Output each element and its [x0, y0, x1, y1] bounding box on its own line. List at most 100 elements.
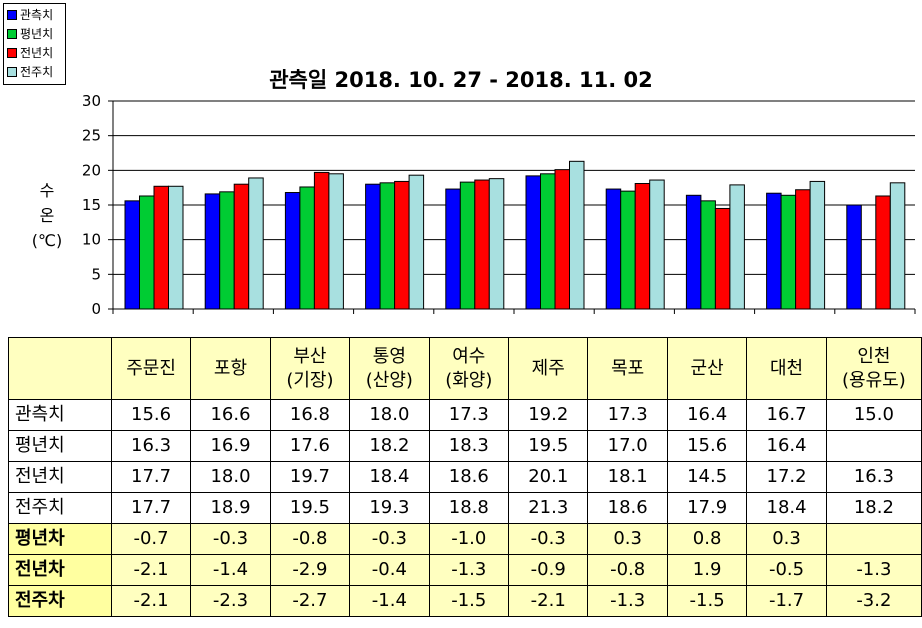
legend-item: 전주치: [7, 64, 53, 80]
table-cell: 16.7: [746, 399, 827, 431]
bar: [685, 194, 702, 310]
bar: [313, 171, 330, 310]
bar: [780, 194, 797, 310]
table-cell: [825, 430, 922, 462]
table-cell: 19.3: [349, 492, 430, 524]
table-cell: -1.7: [746, 585, 827, 617]
legend-swatch: [7, 29, 17, 39]
table-header-cell: 인천 (용유도): [825, 337, 922, 400]
legend-swatch: [7, 67, 17, 77]
table-cell: -0.3: [349, 523, 430, 555]
bar: [846, 204, 862, 310]
table-cell: 18.6: [587, 492, 668, 524]
legend-item: 평년치: [7, 26, 53, 42]
bar: [525, 175, 541, 310]
bar: [554, 169, 570, 310]
table-row-label: 평년치: [8, 430, 112, 462]
bar: [365, 183, 381, 310]
table-cell: 0.3: [587, 523, 668, 555]
table-corner-cell: [8, 337, 112, 400]
table-cell: 16.3: [825, 461, 922, 493]
table-header-cell: 여수 (화양): [428, 337, 510, 400]
table-row-label: 전년치: [8, 461, 112, 493]
table-cell: 19.7: [269, 461, 351, 493]
table-cell: 16.4: [746, 430, 827, 462]
y-tick-label: 0: [91, 300, 101, 318]
table-cell: -1.4: [349, 585, 430, 617]
table-cell: 19.2: [508, 399, 589, 431]
y-tick-label: 20: [82, 161, 101, 179]
bar: [875, 195, 891, 310]
table-cell: 16.8: [269, 399, 351, 431]
y-axis-label-line: (℃): [31, 231, 63, 250]
table-cell: -0.3: [508, 523, 589, 555]
table-cell: 17.3: [587, 399, 668, 431]
bar: [714, 207, 731, 310]
table-cell: 18.8: [428, 492, 510, 524]
legend-swatch: [7, 48, 17, 58]
table-cell: 17.7: [110, 492, 192, 524]
table-cell: 18.4: [349, 461, 430, 493]
bar: [394, 180, 410, 310]
y-tick-label: 5: [91, 265, 101, 283]
bar: [139, 195, 155, 310]
table-cell: -1.3: [587, 585, 668, 617]
bar: [569, 160, 585, 310]
legend-item: 관측치: [7, 7, 53, 23]
table-cell: -3.2: [825, 585, 922, 617]
bar-chart: 0 5 10 15 20 25 30: [82, 92, 916, 318]
table-cell: 16.4: [666, 399, 748, 431]
table-cell: -1.3: [428, 554, 510, 586]
table-cell: -0.7: [110, 523, 192, 555]
table-row: 전주치 17.7 18.9 19.5 19.3 18.8 21.3 18.6 17.9 18.4 1…: [8, 492, 922, 524]
table-cell: -1.4: [190, 554, 271, 586]
data-table: 주문진 포항 부산 (기장) 통영 (산양) 여수 (화양) 제주 목포 군산 대천 인천 (용유도) 관측…: [8, 337, 922, 617]
table-cell: -2.7: [269, 585, 351, 617]
y-tick-label: 15: [82, 196, 101, 214]
table-header-cell: 군산: [666, 337, 748, 400]
legend-swatch: [7, 10, 17, 20]
bar: [408, 174, 425, 310]
bar: [766, 192, 782, 310]
chart-legend: 관측치 평년치 전년치 전주치: [3, 3, 66, 85]
bar: [634, 183, 651, 310]
bar: [795, 189, 811, 310]
table-cell: 15.6: [110, 399, 192, 431]
table-cell: -0.9: [508, 554, 589, 586]
table-cell: 19.5: [269, 492, 351, 524]
table-row-label: 평년차: [8, 523, 112, 555]
table-row-label: 전주차: [8, 585, 112, 617]
table-cell: 17.2: [746, 461, 827, 493]
chart-title: 관측일 2018. 10. 27 - 2018. 11. 02: [269, 68, 653, 92]
table-cell: -2.3: [190, 585, 271, 617]
table-cell: 18.0: [190, 461, 271, 493]
table-row: 전년치 17.7 18.0 19.7 18.4 18.6 20.1 18.1 14.5 17.2 1…: [8, 461, 922, 493]
bar: [605, 188, 622, 310]
bar: [153, 185, 169, 310]
table-cell: 1.9: [666, 554, 748, 586]
table-cell: -2.1: [508, 585, 589, 617]
bar: [729, 184, 745, 310]
table-cell: -0.4: [349, 554, 430, 586]
table-cell: -2.9: [269, 554, 351, 586]
table-row-label: 전주치: [8, 492, 112, 524]
table-header-cell: 제주: [508, 337, 589, 400]
table-row: 관측치 15.6 16.6 16.8 18.0 17.3 19.2 17.3 16.4 16.7 1…: [8, 399, 922, 431]
table-cell: 18.6: [428, 461, 510, 493]
bar: [379, 182, 396, 310]
table-cell: 14.5: [666, 461, 748, 493]
bar: [219, 191, 235, 310]
table-cell: 20.1: [508, 461, 589, 493]
table-row: 평년차 -0.7 -0.3 -0.8 -0.3 -1.0 -0.3 0.3 0.8 0.3: [8, 523, 922, 555]
legend-label: 평년치: [20, 27, 54, 41]
legend-label: 전주치: [20, 65, 54, 79]
bar: [700, 200, 716, 310]
table-cell: 18.3: [428, 430, 510, 462]
y-axis-label-line: 수: [39, 181, 55, 200]
bar: [299, 186, 315, 310]
bar: [889, 182, 906, 310]
table-cell: -1.0: [428, 523, 510, 555]
bar: [649, 179, 665, 310]
table-cell: 18.2: [825, 492, 922, 524]
table-cell: 18.1: [587, 461, 668, 493]
